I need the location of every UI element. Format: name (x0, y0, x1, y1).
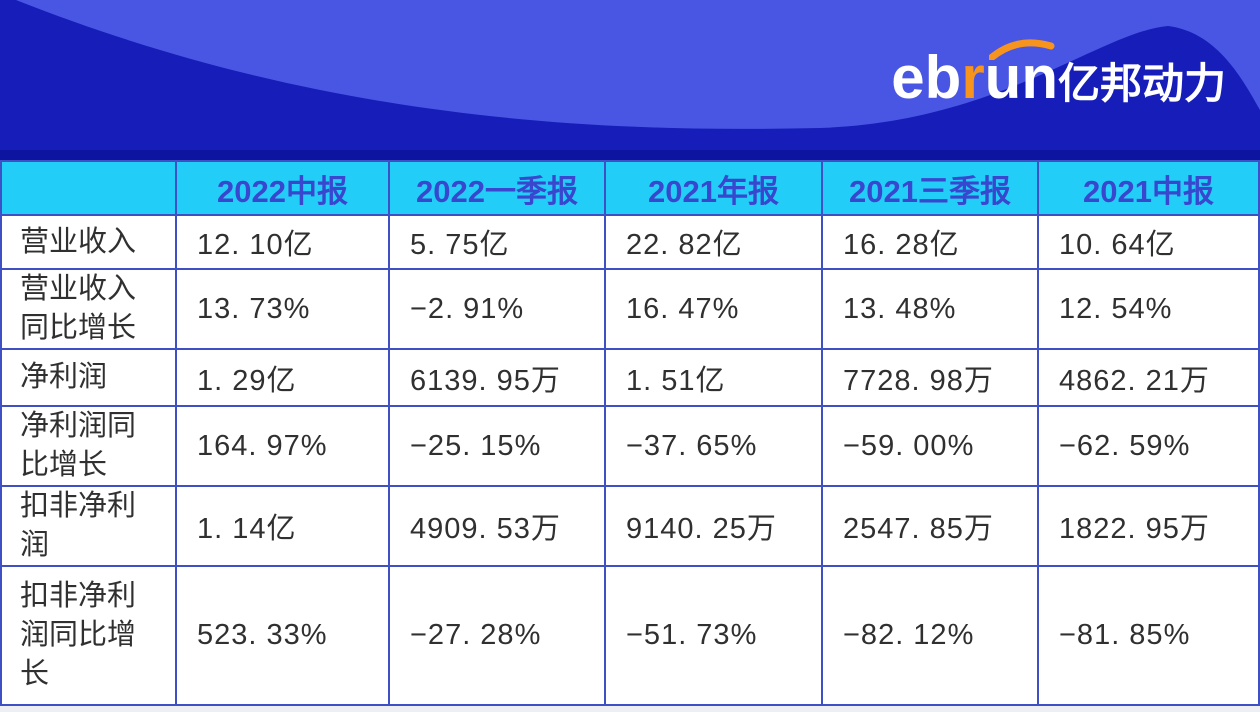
header-corner-cell (0, 160, 177, 216)
ebrun-logo-latin-orange: r (961, 44, 985, 111)
financial-table: 2022中报 2022一季报 2021年报 2021三季报 2021中报 营业收… (0, 160, 1260, 706)
cell-value: 13. 48% (821, 268, 1039, 350)
ebrun-logo: ebrun 亿邦动力 (891, 39, 1226, 112)
cell-value: −2. 91% (388, 268, 606, 350)
cell-value: −27. 28% (388, 565, 606, 706)
row-label: 净利润同比增长 (0, 405, 177, 487)
cell-value: 2547. 85万 (821, 485, 1039, 567)
header-2022-q1: 2022一季报 (388, 160, 606, 216)
cell-value: −82. 12% (821, 565, 1039, 706)
logo-swoosh-icon (989, 39, 1055, 60)
table-row-net-profit: 净利润 1. 29亿 6139. 95万 1. 51亿 7728. 98万 48… (0, 348, 1260, 407)
cell-value: 4862. 21万 (1037, 348, 1260, 407)
cell-value: 523. 33% (175, 565, 390, 706)
cell-value: −37. 65% (604, 405, 823, 487)
cell-value: 12. 54% (1037, 268, 1260, 350)
cell-value: −51. 73% (604, 565, 823, 706)
header-2021-annual: 2021年报 (604, 160, 823, 216)
cell-value: 22. 82亿 (604, 214, 823, 270)
ebrun-logo-latin-left: eb (891, 44, 962, 111)
header-2022-interim: 2022中报 (175, 160, 390, 216)
cell-value: 16. 47% (604, 268, 823, 350)
table-row-deducted-net-profit: 扣非净利润 1. 14亿 4909. 53万 9140. 25万 2547. 8… (0, 485, 1260, 567)
cell-value: −81. 85% (1037, 565, 1260, 706)
table-row-net-profit-yoy: 净利润同比增长 164. 97% −25. 15% −37. 65% −59. … (0, 405, 1260, 487)
cell-value: 12. 10亿 (175, 214, 390, 270)
cell-value: 5. 75亿 (388, 214, 606, 270)
row-label: 扣非净利润同比增长 (0, 565, 177, 706)
cell-value: 1. 14亿 (175, 485, 390, 567)
ebrun-logo-chinese: 亿邦动力 (1057, 60, 1226, 107)
financial-table-wrap: 2022中报 2022一季报 2021年报 2021三季报 2021中报 营业收… (0, 160, 1260, 706)
header-2021-interim: 2021中报 (1037, 160, 1260, 216)
row-label: 扣非净利润 (0, 485, 177, 567)
cell-value: 9140. 25万 (604, 485, 823, 567)
cell-value: 6139. 95万 (388, 348, 606, 407)
cell-value: 7728. 98万 (821, 348, 1039, 407)
table-row-deducted-net-profit-yoy: 扣非净利润同比增长 523. 33% −27. 28% −51. 73% −82… (0, 565, 1260, 706)
ebrun-logo-latin: ebrun (891, 39, 1058, 108)
cell-value: 1. 29亿 (175, 348, 390, 407)
cell-value: 13. 73% (175, 268, 390, 350)
row-label: 营业收入 (0, 214, 177, 270)
cell-value: 1822. 95万 (1037, 485, 1260, 567)
header-row: 2022中报 2022一季报 2021年报 2021三季报 2021中报 (0, 160, 1260, 216)
row-label: 净利润 (0, 348, 177, 407)
banner-wave-shape (16, 0, 1260, 129)
header-2021-q3: 2021三季报 (821, 160, 1039, 216)
cell-value: 164. 97% (175, 405, 390, 487)
brand-banner: ebrun 亿邦动力 (0, 0, 1260, 150)
banner-divider-bar (0, 150, 1260, 160)
cell-value: −25. 15% (388, 405, 606, 487)
cell-value: 1. 51亿 (604, 348, 823, 407)
row-label: 营业收入同比增长 (0, 268, 177, 350)
table-row-revenue-yoy: 营业收入同比增长 13. 73% −2. 91% 16. 47% 13. 48%… (0, 268, 1260, 350)
cell-value: 10. 64亿 (1037, 214, 1260, 270)
cell-value: 16. 28亿 (821, 214, 1039, 270)
cell-value: −59. 00% (821, 405, 1039, 487)
bottom-strip (0, 706, 1260, 712)
table-row-revenue: 营业收入 12. 10亿 5. 75亿 22. 82亿 16. 28亿 10. … (0, 214, 1260, 270)
cell-value: −62. 59% (1037, 405, 1260, 487)
cell-value: 4909. 53万 (388, 485, 606, 567)
